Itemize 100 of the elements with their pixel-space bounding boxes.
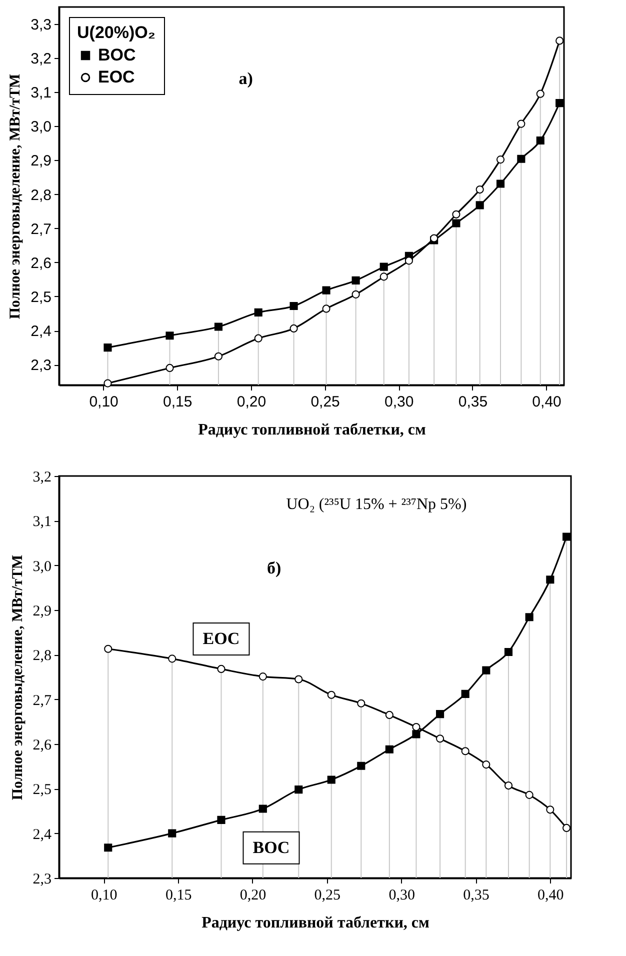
point [517,120,526,128]
point [322,286,330,294]
point [217,664,226,673]
point [322,304,330,313]
legend-label: BOC [98,46,136,64]
point [166,364,174,372]
y-axis-title: Полное энерговыделение, МВт/тТМ [8,74,24,320]
legend-title: U(20%)O₂ [77,23,156,42]
point [168,829,176,838]
x-tick-label: 0,20 [236,394,266,410]
point [217,816,226,824]
point [562,824,571,832]
y-tick-label: 2,6 [32,738,52,754]
point [436,734,444,743]
point [482,760,490,769]
point [258,804,267,813]
y-tick-label: 3,0 [30,118,52,136]
x-tick-label: 0,35 [458,394,488,410]
point [436,710,444,718]
point [327,690,336,699]
x-tick-label: 0,15 [163,394,192,410]
y-tick-label: 3,1 [30,84,52,102]
point [380,272,388,281]
annotation: UO₂ (²³⁵U 15% + ²³⁷Np 5%) [286,496,467,514]
y-tick-label: 2,8 [32,648,52,664]
point [104,844,112,852]
point [546,576,554,584]
point [482,666,490,674]
point [504,648,513,656]
y-tick-label: 2,7 [30,220,52,238]
point [562,532,571,541]
x-tick-label: 0,25 [310,394,340,410]
x-tick-label: 0,15 [165,888,192,904]
point [536,90,544,98]
series-label: EOC [202,628,240,648]
x-tick-label: 0,30 [384,394,414,410]
legend-label: EOC [98,68,135,86]
point [166,332,174,340]
y-tick-label: 2,3 [32,872,52,888]
point [476,186,484,194]
y-tick-label: 2,8 [30,186,52,204]
point [294,786,303,794]
point [525,613,534,622]
point [476,201,484,210]
point [525,790,534,799]
y-tick-label: 2,3 [30,357,52,374]
point [496,156,505,164]
x-axis-title: Радиус топливной таблетки, см [198,422,426,438]
y-tick-label: 2,4 [32,826,52,843]
x-tick-label: 0,10 [91,888,118,904]
point [104,644,112,653]
point [168,654,176,663]
y-tick-label: 3,1 [32,514,52,530]
y-tick-label: 2,9 [30,152,52,170]
x-axis-title: Радиус топливной таблетки, см [202,914,430,932]
point [452,210,460,218]
y-tick-label: 3,2 [30,50,52,68]
point [380,262,388,271]
x-tick-label: 0,40 [538,888,564,904]
x-tick-label: 0,25 [314,888,341,904]
point [290,324,298,332]
point [290,302,298,310]
x-tick-label: 0,30 [388,888,415,904]
y-tick-label: 3,3 [30,16,52,34]
series-label: BOC [252,838,290,857]
point [452,219,460,228]
point [546,806,554,814]
point [214,322,223,331]
annotation: a) [238,68,253,88]
point [294,675,303,684]
point [352,290,360,298]
point [412,723,420,732]
x-tick-label: 0,35 [463,888,490,904]
point [536,136,544,145]
y-tick-label: 2,9 [32,604,52,620]
point [412,730,420,738]
point [385,710,394,719]
y-tick-label: 3,0 [32,558,52,575]
point [258,672,267,681]
x-tick-label: 0,40 [532,394,562,410]
annotation: б) [266,558,282,578]
point [254,308,262,316]
point [517,154,526,163]
y-tick-label: 2,7 [32,692,52,709]
point [496,180,505,188]
point [385,745,394,754]
point [254,334,262,342]
point [327,776,336,784]
y-tick-label: 3,2 [32,470,52,486]
point [104,344,112,352]
x-tick-label: 0,10 [89,394,118,410]
y-axis-title: Полное энерговыделение, МВт/тТМ [10,554,26,800]
point [556,36,564,45]
point [214,352,223,360]
point [504,782,513,790]
point [461,747,470,756]
point [461,690,470,698]
y-tick-label: 2,6 [30,254,52,272]
point [556,98,564,108]
x-tick-label: 0,20 [240,888,266,904]
